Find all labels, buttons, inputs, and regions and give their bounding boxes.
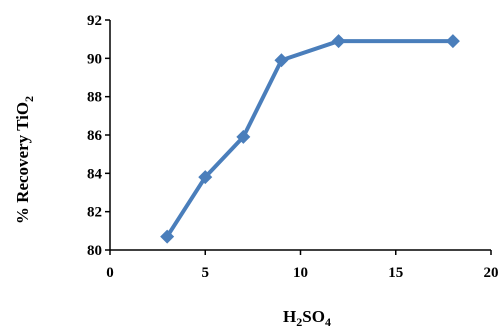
series-markers <box>160 34 460 244</box>
y-axis-ticks: 80 82 84 86 88 90 92 <box>87 13 110 259</box>
data-point-marker <box>160 229 175 244</box>
data-point-marker <box>331 34 346 49</box>
y-axis-title: % Recovery TiO2 <box>13 96 36 224</box>
x-tick-label: 20 <box>484 265 499 281</box>
y-tick-label: 90 <box>87 51 102 67</box>
x-tick-label: 0 <box>106 265 114 281</box>
data-point-marker <box>236 129 251 144</box>
x-tick-label: 5 <box>202 265 210 281</box>
y-tick-label: 86 <box>87 128 103 144</box>
data-point-marker <box>445 34 460 49</box>
x-axis-ticks: 0 5 10 15 20 <box>106 250 499 281</box>
y-tick-label: 82 <box>87 205 102 221</box>
data-point-marker <box>198 170 213 185</box>
plot-area: 80 82 84 86 88 90 92 0 5 10 15 20 <box>87 13 499 281</box>
y-tick-label: 92 <box>87 13 102 29</box>
y-tick-label: 84 <box>87 166 103 182</box>
x-tick-label: 10 <box>293 265 308 281</box>
x-axis-title: H2SO4 <box>283 307 331 327</box>
y-tick-label: 80 <box>87 243 102 259</box>
data-point-marker <box>274 53 289 68</box>
series-line <box>165 39 455 239</box>
y-tick-label: 88 <box>87 90 102 106</box>
x-tick-label: 15 <box>388 265 403 281</box>
